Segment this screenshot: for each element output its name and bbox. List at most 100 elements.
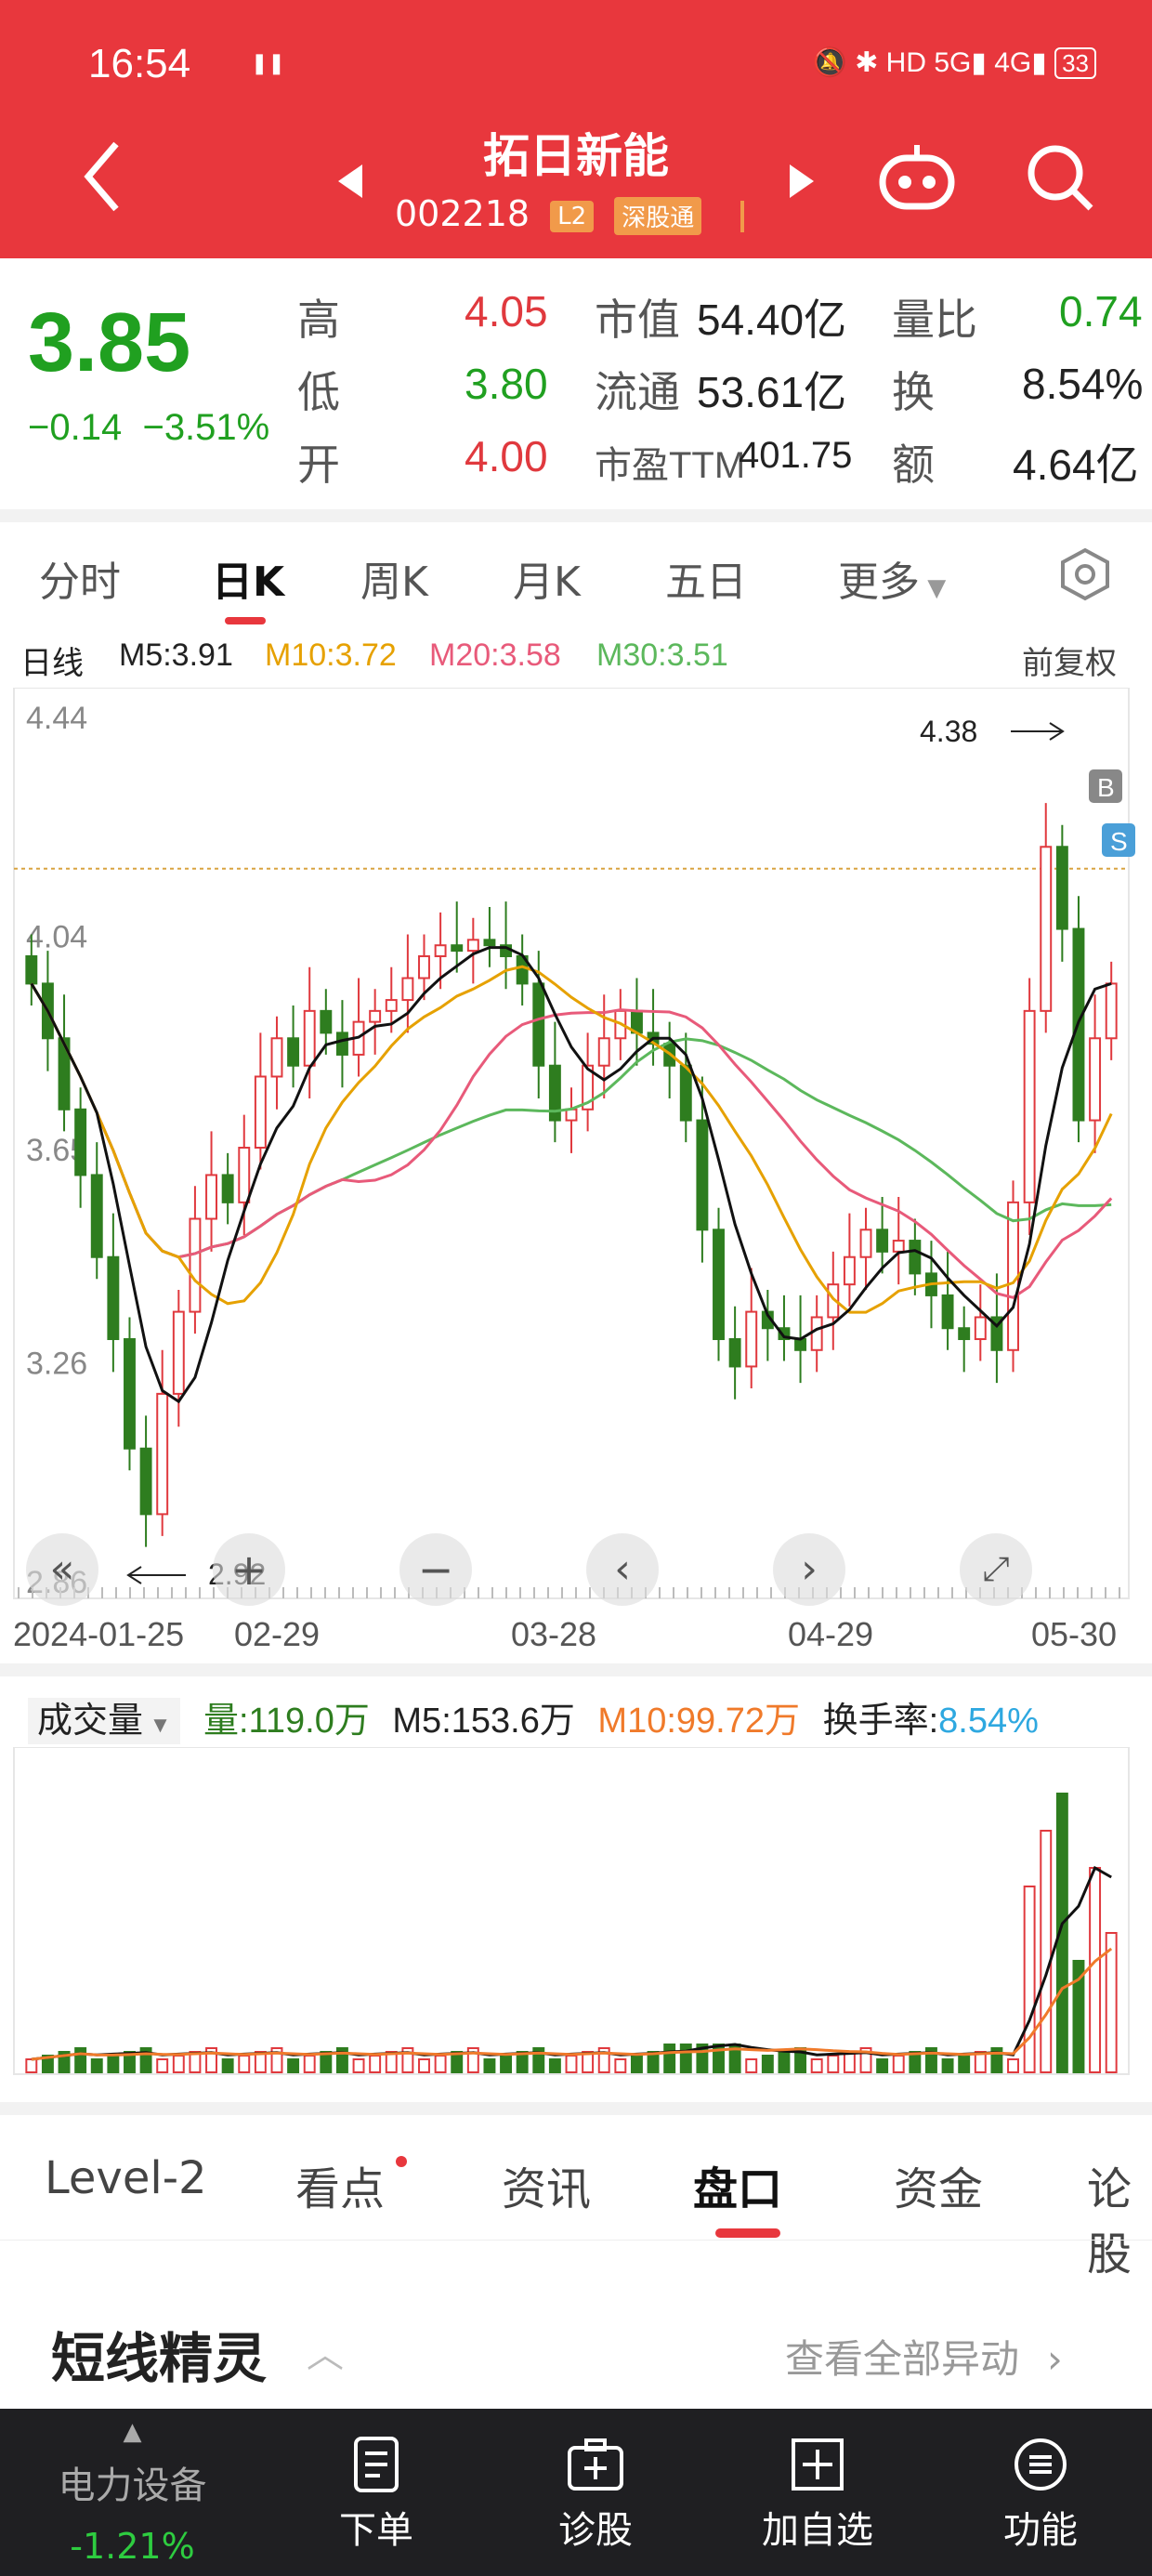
vol-m10: M10:99.72万 bbox=[597, 1702, 800, 1741]
volume-bar bbox=[451, 2051, 464, 2073]
collapse-icon[interactable]: ︿ bbox=[307, 2333, 344, 2376]
nav-functions[interactable]: 功能 bbox=[971, 2409, 1110, 2576]
next-stock-icon[interactable] bbox=[788, 163, 816, 200]
scroll-left-icon[interactable]: ‹ bbox=[586, 1533, 659, 1606]
collapse-left-icon[interactable]: « bbox=[26, 1533, 98, 1606]
price-change: −0.14 −3.51% bbox=[28, 407, 270, 448]
tab-weekly-k[interactable]: 周K bbox=[360, 559, 428, 606]
tab-five-day[interactable]: 五日 bbox=[665, 559, 747, 606]
nav-order[interactable]: 下单 bbox=[307, 2409, 446, 2576]
kline-chart[interactable]: 4.444.043.653.262.864.382.92BS « + − ‹ ›… bbox=[0, 687, 1152, 1626]
amt-value: 4.64亿 bbox=[1013, 440, 1139, 489]
candle bbox=[582, 1064, 595, 1111]
tab-funds[interactable]: 资金 bbox=[894, 2163, 984, 2215]
fullscreen-icon[interactable]: ⤢ bbox=[960, 1533, 1032, 1606]
y-tick-label: 4.44 bbox=[26, 701, 87, 736]
candle bbox=[335, 1032, 348, 1056]
volume-bar bbox=[843, 2051, 856, 2073]
volume-bar bbox=[974, 2051, 987, 2073]
tab-monthly-k[interactable]: 月K bbox=[513, 559, 581, 606]
volume-bar bbox=[941, 2058, 954, 2073]
assistant-icon[interactable] bbox=[875, 139, 959, 214]
settings-icon[interactable] bbox=[1057, 546, 1113, 602]
candle bbox=[385, 999, 398, 1012]
low-value: 3.80 bbox=[465, 360, 548, 408]
nav-diagnose[interactable]: 诊股 bbox=[526, 2409, 665, 2576]
volume-bar bbox=[1040, 1830, 1053, 2073]
amt-label: 额 bbox=[892, 440, 935, 489]
status-time: 16:54 bbox=[88, 41, 191, 86]
stock-code: 002218 L2 深股通 bbox=[395, 193, 745, 235]
volume-bar bbox=[107, 2055, 120, 2073]
tab-news[interactable]: 资讯 bbox=[502, 2163, 592, 2215]
status-notification-icon: ❚❚ bbox=[251, 52, 285, 75]
candle bbox=[107, 1255, 120, 1341]
candle bbox=[745, 1310, 758, 1368]
candle bbox=[565, 1108, 578, 1122]
volume-bar bbox=[565, 2055, 578, 2073]
sector-info[interactable]: ▲ 电力设备 -1.21% bbox=[0, 2409, 265, 2576]
candle bbox=[139, 1447, 152, 1516]
diagnose-icon bbox=[568, 2438, 623, 2491]
sell-marker-label: S bbox=[1110, 827, 1128, 856]
sell-marker bbox=[1102, 823, 1135, 857]
nav-add-watchlist[interactable]: 加自选 bbox=[743, 2409, 892, 2576]
candle bbox=[548, 1064, 561, 1122]
stock-name: 拓日新能 bbox=[483, 129, 669, 183]
scroll-right-icon[interactable]: › bbox=[773, 1533, 845, 1606]
tab-order-book[interactable]: 盘口 bbox=[693, 2163, 783, 2215]
vr-label: 量比 bbox=[892, 296, 977, 344]
volume-bar bbox=[761, 2055, 774, 2073]
zoom-in-icon[interactable]: + bbox=[213, 1533, 285, 1606]
tab-highlights[interactable]: 看点 bbox=[295, 2163, 386, 2215]
order-icon bbox=[354, 2437, 399, 2492]
candle bbox=[1040, 846, 1053, 1012]
volume-bar bbox=[532, 2047, 545, 2073]
candle bbox=[270, 1037, 283, 1078]
volume-bar bbox=[418, 2058, 430, 2073]
candle bbox=[892, 1240, 905, 1253]
candle bbox=[303, 1009, 316, 1067]
volume-chart[interactable] bbox=[0, 1746, 1152, 2082]
volume-bar bbox=[287, 2058, 300, 2073]
adjust-toggle[interactable]: 前复权 bbox=[1022, 646, 1117, 681]
detail-tabs: Level-2 看点 资讯 盘口 资金 论股 bbox=[0, 2102, 1152, 2280]
sector-change: -1.21% bbox=[70, 2526, 195, 2567]
prev-stock-icon[interactable] bbox=[336, 163, 364, 200]
vol-m5: M5:153.6万 bbox=[392, 1702, 575, 1741]
tab-intraday[interactable]: 分时 bbox=[39, 559, 121, 606]
candle bbox=[90, 1174, 103, 1258]
volume-bar bbox=[892, 2055, 905, 2073]
zoom-out-icon[interactable]: − bbox=[399, 1533, 472, 1606]
view-all-link[interactable]: 查看全部异动 › bbox=[785, 2336, 1063, 2382]
volume-bar bbox=[320, 2051, 333, 2073]
tab-level2[interactable]: Level-2 bbox=[45, 2152, 207, 2204]
volume-bar bbox=[548, 2058, 561, 2073]
tab-more[interactable]: 更多 ▼ bbox=[838, 559, 947, 606]
candle bbox=[221, 1174, 234, 1203]
volume-bar bbox=[713, 2044, 725, 2073]
candle bbox=[238, 1147, 251, 1203]
volume-bar bbox=[778, 2051, 791, 2073]
candle bbox=[843, 1255, 856, 1286]
volume-bar bbox=[124, 2051, 136, 2073]
volume-bar bbox=[1072, 1960, 1085, 2073]
volume-indicator-select[interactable]: 成交量 ▼ bbox=[28, 1698, 181, 1744]
vol-turn-label: 换手率: bbox=[822, 1702, 939, 1741]
candle bbox=[696, 1119, 709, 1231]
search-icon[interactable] bbox=[1022, 139, 1096, 214]
candle bbox=[1055, 846, 1068, 930]
volume-bar bbox=[238, 2055, 251, 2073]
buy-marker bbox=[1089, 769, 1122, 803]
volume-bar bbox=[74, 2047, 87, 2073]
back-icon[interactable] bbox=[79, 139, 125, 214]
tab-daily-k[interactable]: 日K bbox=[212, 559, 285, 606]
volume-bar bbox=[859, 2047, 872, 2073]
volume-bar bbox=[1007, 2058, 1019, 2073]
market-badge: 深股通 bbox=[614, 197, 702, 235]
header: 16:54 ❚❚ 🔕 ✱ HD 5G▮ 4G▮ 33 拓日新能 002218 L… bbox=[0, 0, 1152, 258]
vol-ma5-line bbox=[31, 1865, 1112, 2061]
open-label: 开 bbox=[297, 440, 340, 489]
candle bbox=[859, 1229, 872, 1258]
tab-forum[interactable]: 论股 bbox=[1087, 2163, 1132, 2280]
